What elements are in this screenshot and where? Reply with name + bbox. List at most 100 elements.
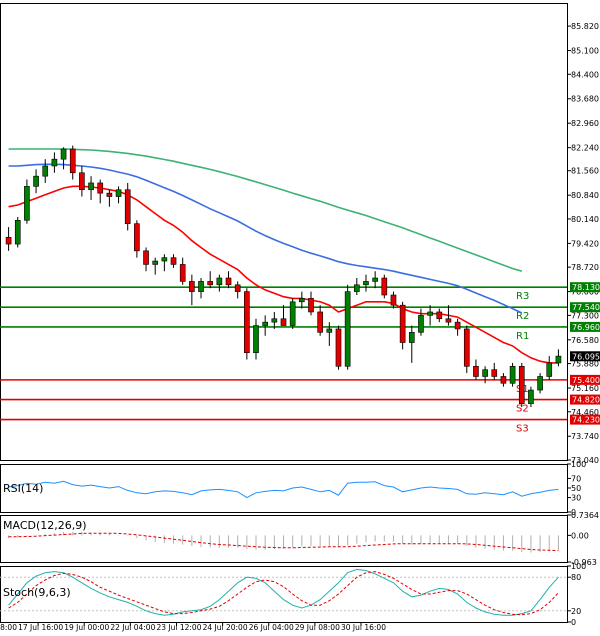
candle-body bbox=[134, 223, 140, 252]
stoch-k-line bbox=[8, 568, 559, 616]
candle-body bbox=[225, 277, 232, 286]
price-tag-label: 77.540 bbox=[572, 303, 600, 312]
price-tag-box bbox=[570, 321, 600, 332]
price-tick-label: 79.420 bbox=[571, 239, 599, 248]
price-tick-label: 75.880 bbox=[571, 360, 599, 369]
candle-body bbox=[88, 182, 94, 191]
candle-body bbox=[189, 281, 195, 292]
time-tick-label: 26 Jul 04:00 bbox=[249, 623, 294, 632]
price-tick-label: 83.680 bbox=[571, 95, 599, 104]
macd-title: MACD(12,26,9) bbox=[3, 519, 87, 532]
price-tick-label: 85.820 bbox=[571, 22, 599, 31]
rsi-line bbox=[8, 480, 559, 499]
price-tag-box bbox=[570, 351, 600, 362]
price-tick-label: 82.960 bbox=[571, 119, 599, 128]
candle-body bbox=[454, 321, 461, 330]
price-tag-label: 75.400 bbox=[572, 376, 600, 385]
candle-body bbox=[381, 277, 388, 296]
price-tag-label: 76.960 bbox=[572, 323, 600, 332]
candle-body bbox=[60, 148, 67, 160]
candle-body bbox=[390, 294, 397, 306]
rsi-frame bbox=[0, 464, 568, 513]
candle-body bbox=[14, 219, 21, 245]
stoch-frame bbox=[0, 566, 568, 623]
candle-body bbox=[500, 376, 507, 384]
price-tick-label: 85.100 bbox=[571, 47, 599, 56]
candle-body bbox=[509, 365, 516, 384]
price-tick-label: 76.580 bbox=[571, 336, 599, 345]
price-tag-label: 76.095 bbox=[572, 352, 600, 361]
time-tick-label: 19 Jul 00:00 bbox=[64, 623, 109, 632]
rsi-tick-label: 30 bbox=[571, 494, 581, 503]
price-tick-label: 82.240 bbox=[571, 144, 599, 153]
candle-body bbox=[253, 325, 259, 354]
rsi-tick-label: 70 bbox=[571, 474, 581, 483]
macd-tick-label: -0.963 bbox=[571, 558, 597, 567]
candle-body bbox=[271, 318, 278, 323]
level-label-r3: R3 bbox=[516, 291, 529, 302]
candle-body bbox=[344, 291, 351, 367]
price-tick-label: 80.140 bbox=[571, 215, 599, 224]
level-label-s2: S2 bbox=[516, 404, 529, 415]
time-tick-label: 29 Jul 08:00 bbox=[295, 623, 340, 632]
candle-body bbox=[234, 284, 241, 292]
macd-tick-label: 0.00 bbox=[571, 531, 589, 540]
candle-body bbox=[537, 376, 543, 391]
candle-body bbox=[555, 355, 562, 364]
candle-body bbox=[179, 264, 186, 282]
pivot-levels: R3R2R1S1S2S3 bbox=[0, 286, 567, 435]
candle-body bbox=[280, 318, 287, 326]
price-tick-label: 80.840 bbox=[571, 191, 599, 200]
candle-body bbox=[299, 298, 305, 303]
candle-body bbox=[244, 291, 250, 354]
time-tick-label: 30 Jul 16:00 bbox=[341, 623, 386, 632]
ma-mid-line bbox=[8, 163, 523, 314]
stoch-tick-label: 20 bbox=[571, 607, 581, 616]
price-tag-box bbox=[570, 414, 600, 425]
candle-body bbox=[372, 277, 378, 282]
macd-tick-label: 0.7364 bbox=[571, 511, 599, 520]
price-tag-label: 78.130 bbox=[572, 283, 600, 292]
price-tick-label: 73.740 bbox=[571, 432, 599, 441]
candle-body bbox=[115, 189, 122, 197]
price-tick-label: 84.400 bbox=[571, 70, 599, 79]
candle-body bbox=[473, 365, 479, 377]
macd-panel: 0.7364 0.00 -0.963 bbox=[8, 511, 599, 567]
candle-body bbox=[317, 311, 323, 333]
candle-body bbox=[399, 304, 406, 343]
candle-body bbox=[482, 369, 488, 377]
time-tick-label: 17 Jul 16:00 bbox=[18, 623, 63, 632]
candle-body bbox=[207, 281, 214, 286]
stoch-tick-label: 100 bbox=[571, 562, 586, 571]
candle-body bbox=[97, 182, 104, 194]
stoch-tick-label: 0 bbox=[571, 618, 576, 627]
candle-body bbox=[326, 328, 333, 333]
candle-body bbox=[216, 277, 223, 286]
price-tag-box bbox=[570, 302, 600, 313]
rsi-tick-label: 100 bbox=[571, 460, 586, 469]
candle-body bbox=[42, 165, 49, 177]
candle-body bbox=[161, 257, 168, 262]
time-tick-label: 16 Jul 08:00 bbox=[0, 623, 17, 632]
level-label-r2: R2 bbox=[516, 311, 529, 322]
price-tick-label: 75.160 bbox=[571, 384, 599, 393]
candle-body bbox=[528, 389, 534, 404]
candle-body bbox=[335, 328, 342, 367]
candle-body bbox=[463, 328, 470, 367]
candle-body bbox=[33, 175, 39, 187]
candles bbox=[5, 145, 562, 408]
candle-body bbox=[124, 189, 131, 224]
candle-body bbox=[152, 260, 159, 265]
time-tick-label: 24 Jul 20:00 bbox=[203, 623, 248, 632]
candle-body bbox=[198, 281, 204, 292]
rsi-tick-label: 50 bbox=[571, 484, 581, 493]
candle-body bbox=[69, 148, 76, 174]
candle-body bbox=[262, 321, 268, 326]
macd-signal-line bbox=[8, 532, 559, 552]
candle-body bbox=[491, 369, 498, 377]
stoch-tick-label: 80 bbox=[571, 573, 581, 582]
price-tags: 78.130 77.540 76.960 76.095 75.400 74.820 74.2… bbox=[570, 282, 600, 425]
